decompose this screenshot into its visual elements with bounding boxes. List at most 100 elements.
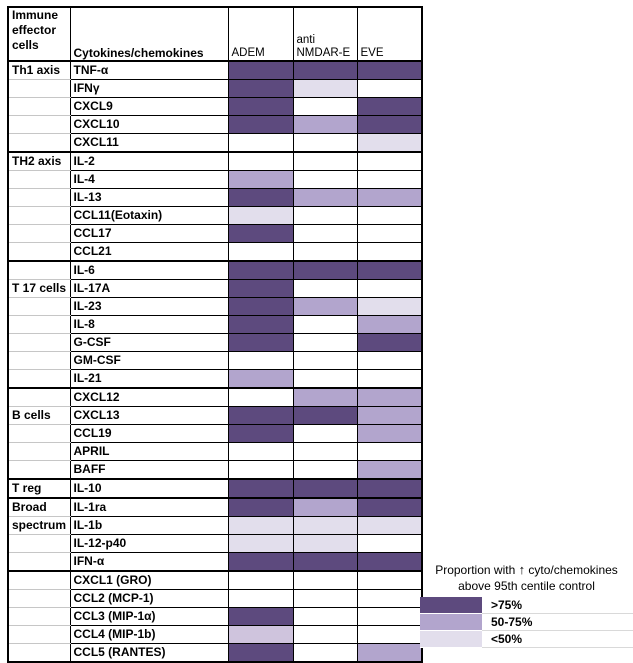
heat-cell-anti-nmdar-e-ccl17[interactable] [292, 224, 358, 243]
heat-cell-anti-nmdar-e-il-1ra[interactable] [292, 497, 358, 517]
heat-cell-anti-nmdar-e-il-12-p40[interactable] [292, 534, 358, 553]
heat-cell-eve-ccl5-rantes[interactable] [356, 643, 423, 663]
heat-cell-eve-ccl3-mip-1[interactable] [356, 607, 423, 626]
heat-cell-eve-il-12-p40[interactable] [356, 534, 423, 553]
heat-cell-adem-il-12-p40[interactable] [227, 534, 294, 553]
heat-cell-adem-cxcl9[interactable] [227, 97, 294, 116]
cytokine-label-il-21[interactable]: IL-21 [69, 369, 229, 389]
heat-cell-anti-nmdar-e-tnf[interactable] [292, 60, 358, 80]
heat-cell-anti-nmdar-e-april[interactable] [292, 442, 358, 461]
heat-cell-eve-cxcl10[interactable] [356, 115, 423, 134]
cytokine-label-baff[interactable]: BAFF [69, 460, 229, 480]
heat-cell-anti-nmdar-e-ccl5-rantes[interactable] [292, 643, 358, 663]
header-immune-effector-cells[interactable]: Immune effector cells [7, 6, 71, 62]
heat-cell-anti-nmdar-e-il-1b[interactable] [292, 516, 358, 535]
effector-cell-empty[interactable] [7, 115, 71, 134]
cytokine-label-cxcl1-gro[interactable]: CXCL1 (GRO) [69, 570, 229, 590]
effector-cell-empty[interactable] [7, 387, 71, 407]
effector-cell-empty[interactable] [7, 625, 71, 644]
cytokine-label-cxcl12[interactable]: CXCL12 [69, 387, 229, 407]
heat-cell-eve-april[interactable] [356, 442, 423, 461]
cytokine-label-gm-csf[interactable]: GM-CSF [69, 351, 229, 370]
heat-cell-eve-il-23[interactable] [356, 297, 423, 316]
cytokine-label-april[interactable]: APRIL [69, 442, 229, 461]
heat-cell-anti-nmdar-e-g-csf[interactable] [292, 333, 358, 352]
effector-cell-empty[interactable] [7, 534, 71, 553]
effector-cell-empty[interactable] [7, 242, 71, 262]
cytokine-label-il-8[interactable]: IL-8 [69, 315, 229, 334]
heat-cell-anti-nmdar-e-ifn[interactable] [292, 79, 358, 98]
effector-cell-empty[interactable] [7, 607, 71, 626]
heat-cell-eve-ifn[interactable] [356, 552, 423, 572]
effector-cell-empty[interactable] [7, 97, 71, 116]
effector-cell-empty[interactable] [7, 170, 71, 189]
effector-cell-label-t-reg[interactable]: T reg [7, 478, 71, 499]
heat-cell-adem-ccl5-rantes[interactable] [227, 643, 294, 663]
cytokine-label-ccl5-rantes[interactable]: CCL5 (RANTES) [69, 643, 229, 663]
heat-cell-anti-nmdar-e-il-8[interactable] [292, 315, 358, 334]
heat-cell-adem-cxcl11[interactable] [227, 133, 294, 153]
heat-cell-eve-il-1b[interactable] [356, 516, 423, 535]
heat-cell-eve-tnf[interactable] [356, 60, 423, 80]
effector-cell-empty[interactable] [7, 206, 71, 225]
heat-cell-adem-il-1b[interactable] [227, 516, 294, 535]
heat-cell-adem-il-1ra[interactable] [227, 497, 294, 517]
cytokine-label-il-6[interactable]: IL-6 [69, 260, 229, 280]
heat-cell-anti-nmdar-e-cxcl10[interactable] [292, 115, 358, 134]
heat-cell-anti-nmdar-e-il-23[interactable] [292, 297, 358, 316]
heat-cell-adem-baff[interactable] [227, 460, 294, 480]
effector-cell-empty[interactable] [7, 297, 71, 316]
heat-cell-adem-april[interactable] [227, 442, 294, 461]
cytokine-label-il-4[interactable]: IL-4 [69, 170, 229, 189]
heat-cell-adem-g-csf[interactable] [227, 333, 294, 352]
heat-cell-eve-cxcl12[interactable] [356, 387, 423, 407]
effector-cell-empty[interactable] [7, 552, 71, 572]
cytokine-label-il-10[interactable]: IL-10 [69, 478, 229, 499]
heat-cell-adem-il-10[interactable] [227, 478, 294, 499]
header-col-eve[interactable]: EVE [356, 6, 423, 62]
heat-cell-eve-ccl4-mip-1b[interactable] [356, 625, 423, 644]
effector-cell-empty[interactable] [7, 460, 71, 480]
heat-cell-eve-ccl17[interactable] [356, 224, 423, 243]
effector-cell-empty[interactable] [7, 351, 71, 370]
cytokine-label-ifn[interactable]: IFN-α [69, 552, 229, 572]
heat-cell-adem-il-21[interactable] [227, 369, 294, 389]
heat-cell-anti-nmdar-e-il-2[interactable] [292, 151, 358, 171]
effector-cell-empty[interactable] [7, 333, 71, 352]
effector-cell-empty[interactable] [7, 260, 71, 280]
heat-cell-adem-tnf[interactable] [227, 60, 294, 80]
heat-cell-anti-nmdar-e-gm-csf[interactable] [292, 351, 358, 370]
heat-cell-adem-il-6[interactable] [227, 260, 294, 280]
heat-cell-eve-il-2[interactable] [356, 151, 423, 171]
cytokine-label-ccl21[interactable]: CCL21 [69, 242, 229, 262]
heat-cell-adem-il-23[interactable] [227, 297, 294, 316]
effector-cell-label-t-17-cells[interactable]: T 17 cells [7, 279, 71, 298]
heat-cell-anti-nmdar-e-cxcl12[interactable] [292, 387, 358, 407]
heat-cell-eve-ccl19[interactable] [356, 424, 423, 443]
heat-cell-eve-cxcl11[interactable] [356, 133, 423, 153]
cytokine-label-il-23[interactable]: IL-23 [69, 297, 229, 316]
heat-cell-anti-nmdar-e-cxcl9[interactable] [292, 97, 358, 116]
cytokine-label-il-1ra[interactable]: IL-1ra [69, 497, 229, 517]
effector-cell-empty[interactable] [7, 133, 71, 153]
heat-cell-eve-g-csf[interactable] [356, 333, 423, 352]
heat-cell-adem-il-17a[interactable] [227, 279, 294, 298]
heat-cell-eve-il-21[interactable] [356, 369, 423, 389]
heat-cell-eve-ifn[interactable] [356, 79, 423, 98]
effector-cell-empty[interactable] [7, 570, 71, 590]
header-col-adem[interactable]: ADEM [227, 6, 294, 62]
heat-cell-adem-ccl17[interactable] [227, 224, 294, 243]
heat-cell-anti-nmdar-e-il-10[interactable] [292, 478, 358, 499]
heat-cell-eve-il-10[interactable] [356, 478, 423, 499]
cytokine-label-cxcl13[interactable]: CXCL13 [69, 406, 229, 425]
heat-cell-adem-ccl11-eotaxin[interactable] [227, 206, 294, 225]
heat-cell-adem-ccl21[interactable] [227, 242, 294, 262]
heat-cell-anti-nmdar-e-il-21[interactable] [292, 369, 358, 389]
cytokine-label-il-12-p40[interactable]: IL-12-p40 [69, 534, 229, 553]
effector-cell-label-broad[interactable]: Broad [7, 497, 71, 517]
cytokine-label-il-13[interactable]: IL-13 [69, 188, 229, 207]
heat-cell-eve-il-8[interactable] [356, 315, 423, 334]
heat-cell-eve-cxcl9[interactable] [356, 97, 423, 116]
cytokine-label-ccl19[interactable]: CCL19 [69, 424, 229, 443]
heat-cell-anti-nmdar-e-ifn[interactable] [292, 552, 358, 572]
